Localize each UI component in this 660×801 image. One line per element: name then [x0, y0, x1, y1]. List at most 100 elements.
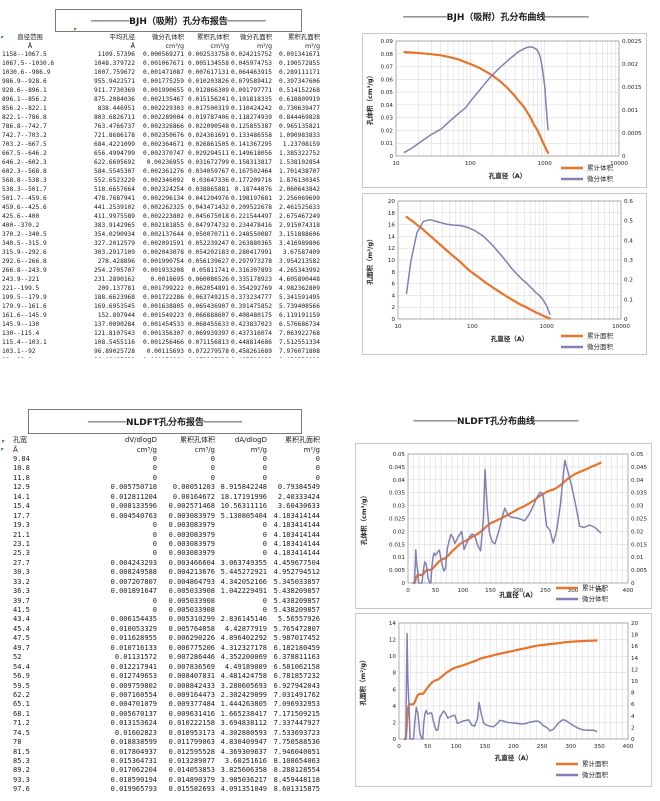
bjh-report-title-text: ───────BJH（吸附）孔分布报告─────── — [91, 17, 266, 27]
table-row: 65.1 0.004701079 0.009377484 1.444263805 7.0… — [13, 700, 320, 709]
table-cell: 0.354292769 — [231, 285, 272, 292]
table-cell: 0.007207807 — [110, 577, 157, 586]
legend-label: 微分体积 — [582, 594, 609, 603]
table-cell: 52 — [13, 653, 22, 662]
column-unit: m²/g — [303, 445, 320, 454]
x-tick-label: 0 — [397, 744, 401, 750]
y-left-tick-label: 0.04 — [393, 478, 406, 484]
table-cell: 4.481424758 — [220, 672, 267, 681]
column-header: 微分孔体积 — [152, 33, 184, 41]
table-cell: 0.423837023 — [231, 321, 272, 328]
table-cell: 0.004213676 — [168, 568, 215, 577]
table-cell: 130--115.4 — [2, 330, 40, 337]
table-row: 23.1 0 0.003083979 0 4.183414144 — [13, 540, 320, 549]
table-cell: 86.48467639 — [58, 356, 135, 358]
y-right-tick-label: 0 — [631, 737, 635, 743]
table-cell: 1158--1067.5 — [2, 51, 47, 58]
table-cell: 518.6657664 — [94, 186, 135, 193]
column-unit: cm³/g — [136, 445, 157, 454]
table-cell: 62.2 — [13, 690, 30, 699]
x-tick-label: 400 — [623, 588, 634, 594]
x-tick-label: 10 — [394, 324, 402, 330]
table-cell: 8.451550383 — [272, 356, 320, 358]
y-right-tick-label: 0.02 — [631, 529, 643, 535]
table-cell: 622.6695692 — [94, 159, 135, 166]
table-cell: 0.047974732 — [188, 222, 229, 229]
table-cell: 0.0018695 — [150, 276, 184, 283]
y-left-tick-label: 0.045 — [389, 465, 405, 471]
table-cell: 0.009631416 — [168, 709, 215, 718]
x-tick-label: 50 — [432, 588, 440, 594]
x-tick-label: 100 — [467, 324, 478, 330]
y-right-tick-label: 0.3 — [624, 258, 633, 264]
table-cell: 199.5--179.9 — [2, 294, 47, 301]
table-cell: 21.1 — [13, 530, 30, 539]
table-cell: 0.002043078 — [143, 249, 184, 256]
table-cell: 1.701438707 — [279, 168, 320, 175]
table-cell: 4.302880593 — [220, 728, 267, 737]
column-header: 累积孔体积 — [197, 33, 229, 41]
x-tick-label: 400 — [623, 744, 634, 750]
x-tick-label: 150 — [480, 744, 491, 750]
table-cell: 0.003083979 — [168, 530, 215, 539]
table-cell: 221--199.5 — [2, 285, 40, 292]
x-tick-label: 10 — [392, 161, 400, 167]
table-cell: 254.2705707 — [94, 267, 135, 274]
table-cell: 0.091341671 — [279, 51, 320, 58]
y-right-tick-label: 0.0005 — [622, 131, 642, 137]
table-cell: 0.006154435 — [110, 615, 157, 624]
table-cell: 10.8 — [13, 464, 30, 473]
nldft-volume-chart: 0 0.005 0.01 0.015 0.02 0.025 0.03 0.035 0.04 0.0… — [355, 443, 652, 609]
table-cell: 4.183414144 — [273, 539, 320, 548]
table-cell: 0.002346092 — [143, 177, 184, 184]
column-unit: m²/g — [250, 445, 267, 454]
table-cell: 145.9--130 — [2, 321, 40, 328]
y-left-tick-label: 0 — [401, 581, 405, 587]
table-cell: 0.018838599 — [110, 738, 157, 747]
bjh-curves-title: ────────BJH（吸附）孔分布曲线──────── — [403, 13, 589, 23]
table-cell: 0.045675018 — [188, 213, 229, 220]
table-cell: 2.461525633 — [279, 204, 320, 211]
table-cell: 0 — [152, 473, 157, 482]
table-cell: 169.6953545 — [94, 303, 135, 310]
y-right-tick-label: 0.2 — [624, 278, 633, 284]
table-cell: 0 — [262, 521, 267, 530]
legend-label: 累计面积 — [582, 759, 609, 768]
table-cell: 0.073307638 — [184, 356, 229, 358]
table-cell: 0.133486558 — [231, 132, 272, 139]
table-row: 17.7 0.004540763 0.003083979 5.130805404 4.1… — [13, 512, 320, 521]
table-row: 179.9--161.6 169.6953545 0.001638805 0.0654… — [2, 302, 320, 311]
table-cell: 0.072279578 — [188, 348, 229, 355]
table-cell: 0 — [152, 539, 157, 548]
table-cell: 0.141367295 — [231, 141, 272, 148]
x-tick-label: 100 — [451, 744, 462, 750]
y-right-tick-label: 0.025 — [631, 517, 647, 523]
legend-label: 累计体积 — [582, 583, 609, 592]
table-cell: 5.345033857 — [273, 577, 320, 586]
table-cell: 0.00236955 — [146, 159, 184, 166]
table-cell: 0.015582693 — [168, 785, 215, 794]
table-cell: 478.7687941 — [94, 195, 135, 202]
table-row: 425.6--400 411.9975589 0.002223802 0.045675… — [2, 212, 320, 221]
table-cell: 602.3--568.8 — [2, 168, 47, 175]
y-right-tick-label: 0.5 — [624, 219, 633, 225]
table-cell: 115.4--103.1 — [2, 339, 47, 346]
table-cell: 0 — [152, 530, 157, 539]
table-cell: 0.064463915 — [231, 69, 272, 76]
table-cell: 5.739408566 — [279, 303, 320, 310]
table-row: 39.7 0 0.005033908 0 5.438209857 — [13, 597, 320, 606]
table-cell: 1067.5--1030.6 — [2, 60, 55, 67]
table-cell: 0.024215752 — [231, 51, 272, 58]
table-cell: 0.031672799 — [188, 159, 229, 166]
table-row: 538.3--501.7 518.6657664 0.002324254 0.0388… — [2, 185, 320, 194]
table-cell: 0.437316074 — [231, 330, 272, 337]
table-cell: 0.209522678 — [231, 204, 272, 211]
table-cell: 4.183414144 — [273, 511, 320, 520]
table-cell: 0 — [152, 464, 157, 473]
table-cell: 4.183414144 — [273, 530, 320, 539]
table-cell: 0.002137644 — [143, 231, 184, 238]
table-cell: 0.015156241 — [188, 96, 229, 103]
table-cell: 68.1 — [13, 709, 30, 718]
table-row: 501.7--459.6 478.7687941 0.002296134 0.0412… — [2, 194, 320, 203]
y-left-tick-label: 4 — [392, 704, 396, 710]
